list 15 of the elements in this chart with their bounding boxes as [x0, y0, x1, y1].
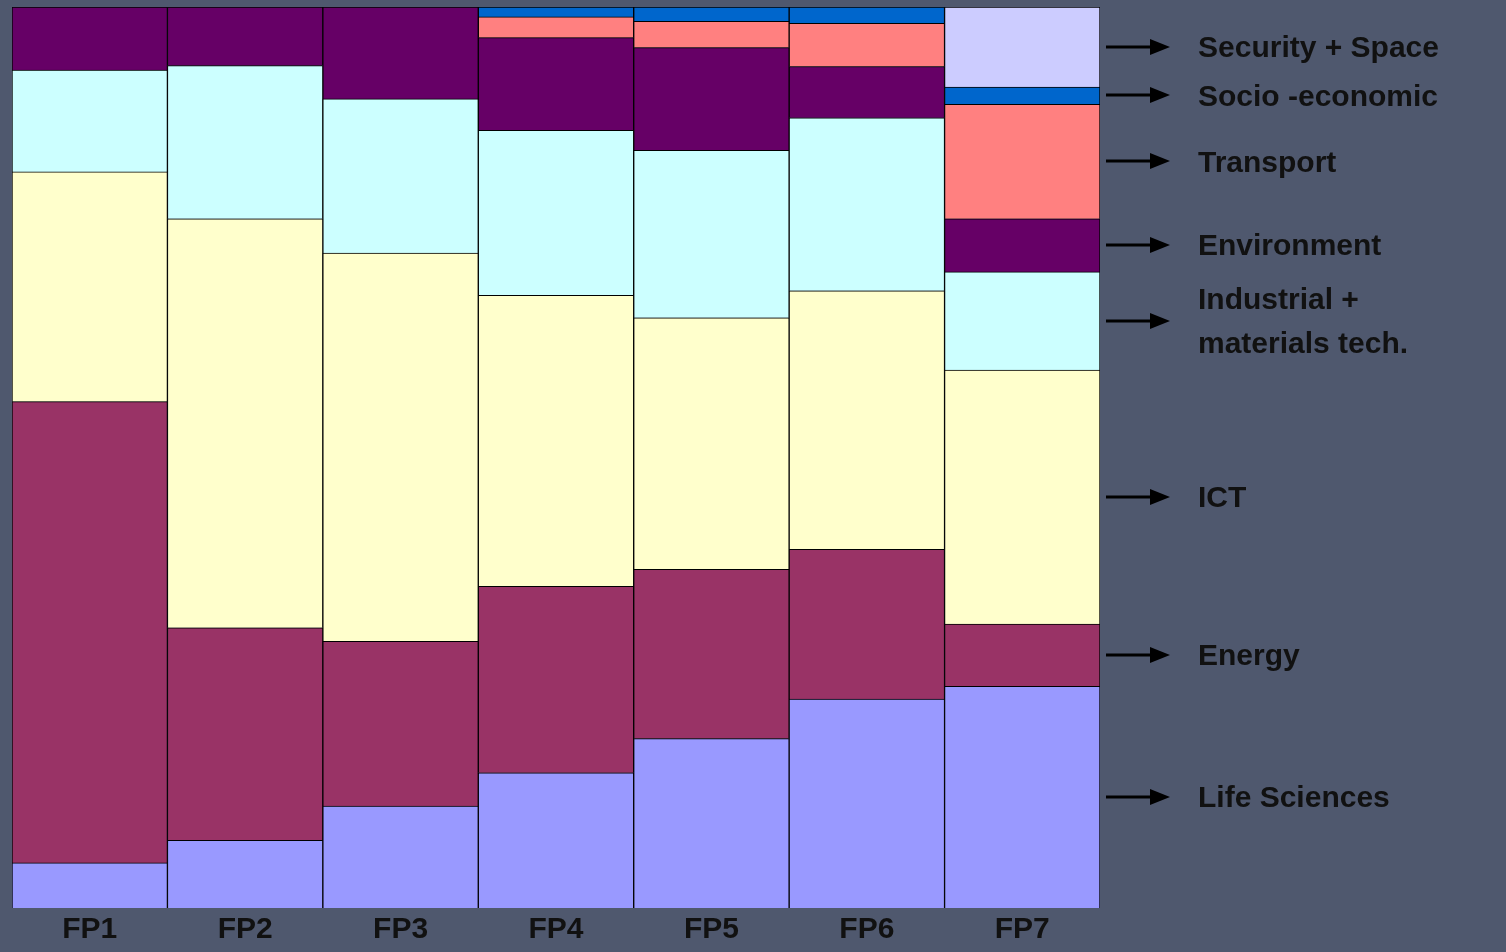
x-tick-label: FP3 — [373, 911, 429, 945]
x-tick-label: FP5 — [683, 911, 739, 945]
x-tick-label: FP1 — [62, 911, 118, 945]
text: Security + Space — [1198, 29, 1440, 66]
text: Industrial + materials tech. — [1198, 281, 1410, 361]
x-tick-label: FP7 — [994, 911, 1050, 945]
text: Energy — [1198, 637, 1301, 674]
x-tick-label: FP6 — [839, 911, 895, 945]
x-tick-label: FP2 — [217, 911, 273, 945]
text: Transport — [1198, 143, 1338, 180]
text: Life Sciences — [1198, 779, 1391, 816]
text: ICT — [1198, 479, 1248, 516]
text: Socio -economic — [1198, 77, 1440, 114]
x-tick-label: FP4 — [528, 911, 584, 945]
text: Environment — [1198, 227, 1383, 264]
